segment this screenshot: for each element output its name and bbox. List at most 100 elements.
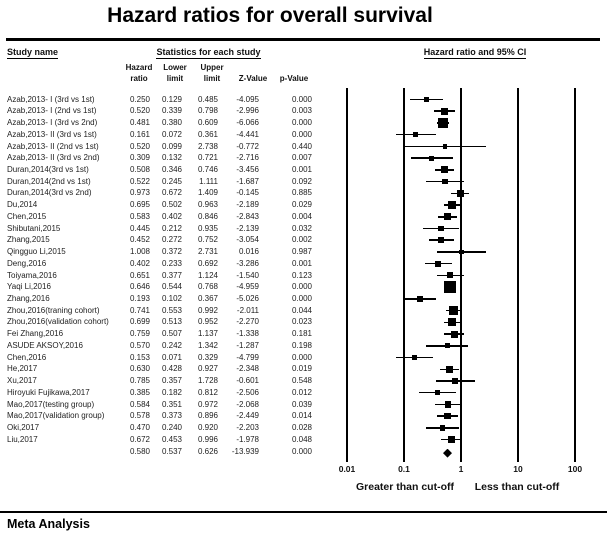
axis-tick-label: 0.01 <box>338 464 356 474</box>
hazard-ratio-marker <box>438 118 448 128</box>
z-value-cell: -2.203 <box>236 423 259 433</box>
lower-limit-cell: 0.272 <box>161 235 182 245</box>
upper-limit-cell: 0.329 <box>197 352 218 362</box>
hazard-ratio-marker <box>456 189 464 197</box>
lower-limit-cell: 0.339 <box>161 106 182 116</box>
study-name-cell: Yaqi Li,2016 <box>7 282 51 292</box>
upper-limit-cell: 1.342 <box>197 340 218 350</box>
hazard-ratio-cell: 0.445 <box>129 223 150 233</box>
hazard-ratio-cell: 0.695 <box>129 200 150 210</box>
p-value-cell: 0.029 <box>291 200 312 210</box>
table-row: Chen,2016 0.153 0.071 0.329 -4.799 0.000 <box>0 352 330 364</box>
lower-limit-cell: 0.372 <box>161 247 182 257</box>
z-value-cell: -2.068 <box>236 399 259 409</box>
footer-label: Meta Analysis <box>7 517 90 531</box>
hazard-ratio-marker <box>423 96 430 103</box>
hazard-ratio-marker <box>441 107 449 115</box>
p-value-cell: 0.014 <box>291 411 312 421</box>
hazard-ratio-marker <box>438 237 445 244</box>
lower-limit-cell: 0.102 <box>161 294 182 303</box>
hazard-ratio-marker <box>413 132 419 138</box>
lower-limit-cell: 0.072 <box>161 129 182 139</box>
z-value-cell: -13.939 <box>231 446 259 456</box>
hazard-ratio-marker <box>447 272 454 279</box>
lower-limit-cell: 0.357 <box>161 376 182 386</box>
upper-limit-cell: 0.963 <box>197 200 218 210</box>
hazard-ratio-cell: 0.646 <box>129 282 150 292</box>
hazard-ratio-cell: 0.508 <box>129 164 150 174</box>
lower-limit-cell: 0.071 <box>161 352 182 362</box>
summary-diamond <box>443 448 452 458</box>
p-value-cell: 0.028 <box>291 423 312 433</box>
hazard-ratio-marker <box>446 365 454 373</box>
z-value-cell: -1.540 <box>236 270 259 280</box>
study-name-cell: Mao,2017(validation group) <box>7 411 105 421</box>
lower-limit-cell: 0.212 <box>161 223 182 233</box>
upper-limit-cell: 0.746 <box>197 164 218 174</box>
hazard-ratio-marker <box>442 144 447 149</box>
table-row: 0.580 0.537 0.626 -13.939 0.000 <box>0 446 330 458</box>
hazard-ratio-marker <box>435 260 442 267</box>
hazard-ratio-cell: 0.699 <box>129 317 150 327</box>
study-name-cell: Hiroyuki Fujikawa,2017 <box>7 387 90 397</box>
hazard-ratio-cell: 0.250 <box>129 94 150 104</box>
lower-limit-cell: 0.132 <box>161 153 182 163</box>
hazard-ratio-ci-header: Hazard ratio and 95% CI <box>423 47 527 59</box>
upper-limit-cell: 0.972 <box>197 399 218 409</box>
z-value-cell: -2.139 <box>236 223 259 233</box>
study-name-cell: Azab,2013- II (2nd vs 1st) <box>7 141 99 151</box>
lower-limit-cell: 0.544 <box>161 282 182 292</box>
lower-limit-cell: 0.346 <box>161 164 182 174</box>
table-row: Mao,2017(validation group) 0.578 0.373 0.89… <box>0 410 330 422</box>
table-row: Qingguo Li,2015 1.008 0.372 2.731 0.016 0.987 <box>0 246 330 258</box>
lower-limit-cell: 0.453 <box>161 434 182 444</box>
hazard-ratio-cell: 0.583 <box>129 211 150 221</box>
table-row: Duran,2014(3rd vs 2nd) 0.973 0.672 1.409 -0.… <box>0 187 330 199</box>
p-value-cell: 0.007 <box>291 153 312 163</box>
study-name-cell: Toiyama,2016 <box>7 270 57 280</box>
p-value-cell: 0.000 <box>291 118 312 128</box>
upper-limit-cell: 0.927 <box>197 364 218 374</box>
upper-limit-cell: 0.952 <box>197 317 218 327</box>
study-name-cell: Shibutani,2015 <box>7 223 61 233</box>
lower-limit-cell: 0.502 <box>161 200 182 210</box>
lower-limit-cell: 0.380 <box>161 118 182 128</box>
upper-limit-cell: 0.846 <box>197 211 218 221</box>
hazard-ratio-cell: 0.520 <box>129 106 150 116</box>
hazard-ratio-cell: 0.522 <box>129 176 150 186</box>
study-name-cell: Azab,2013- I (2nd vs 1st) <box>7 106 97 116</box>
study-name-cell: Duran,2014(2nd vs 1st) <box>7 176 91 186</box>
upper-limit-cell: 0.609 <box>197 118 218 128</box>
hazard-ratio-marker <box>447 436 455 444</box>
z-value-cell: -4.959 <box>236 282 259 292</box>
p-value-cell: 0.012 <box>291 387 312 397</box>
z-value-cell: -0.772 <box>236 141 259 151</box>
upper-limit-cell: 1.111 <box>199 176 218 186</box>
hazard-ratio-cell: 0.385 <box>129 387 150 397</box>
z-value-cell: -3.286 <box>236 258 259 268</box>
table-row: Azab,2013- II (3rd vs 2nd) 0.309 0.132 0.72… <box>0 152 330 164</box>
table-row: Hiroyuki Fujikawa,2017 0.385 0.182 0.812 -2.… <box>0 387 330 399</box>
hazard-ratio-marker <box>452 378 458 384</box>
hazard-ratio-marker <box>417 296 424 302</box>
p-value-cell: 0.000 <box>291 129 312 139</box>
table-row: Azab,2013- II (3rd vs 1st) 0.161 0.072 0.36… <box>0 129 330 141</box>
hazard-ratio-cell: 0.578 <box>129 411 150 421</box>
hazard-ratio-cell: 0.161 <box>129 129 150 139</box>
upper-limit-cell: 0.992 <box>197 305 218 315</box>
table-row: Deng,2016 0.402 0.233 0.692 -3.286 0.001 <box>0 258 330 270</box>
study-name-cell: Duran,2014(3rd vs 2nd) <box>7 188 92 198</box>
axis-gridline <box>517 88 519 462</box>
p-value-cell: 0.004 <box>291 211 312 221</box>
footer-rule <box>0 511 607 513</box>
p-value-cell: 0.039 <box>291 399 312 409</box>
axis-tick-label: 1 <box>458 464 464 474</box>
upper-limit-cell: 0.752 <box>197 235 218 245</box>
p-value-cell: 0.092 <box>291 176 312 186</box>
lower-limit-cell: 0.242 <box>161 340 182 350</box>
z-value-cell: -2.348 <box>236 364 259 374</box>
z-value-cell: -2.843 <box>236 211 259 221</box>
hazard-ratio-marker <box>434 390 441 396</box>
z-value-cell: -4.441 <box>236 129 259 139</box>
table-row: Azab,2013- I (2nd vs 1st) 0.520 0.339 0.798… <box>0 105 330 117</box>
